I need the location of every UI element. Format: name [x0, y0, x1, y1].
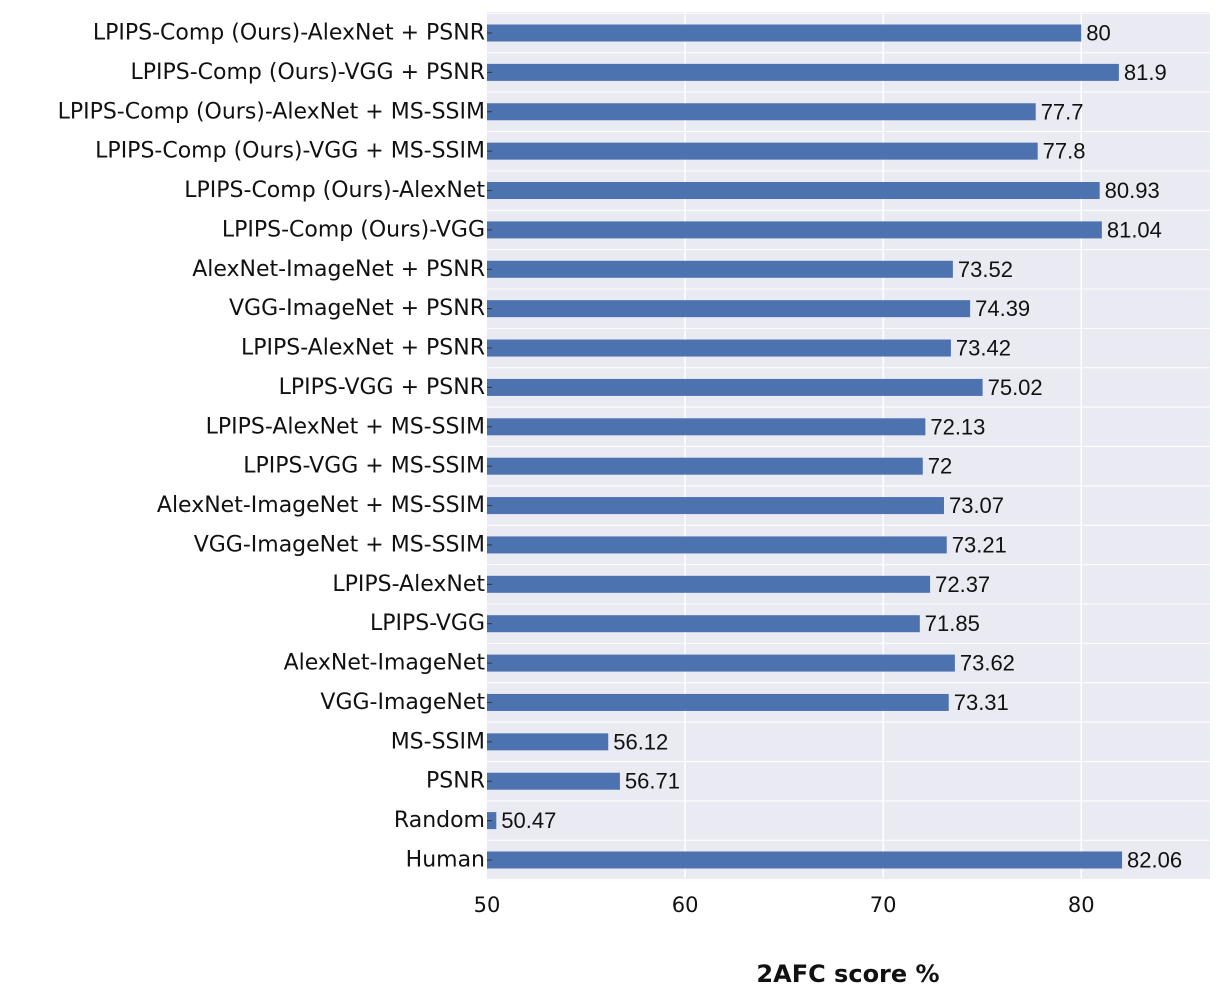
x-tick-label-50: 50 — [474, 893, 501, 917]
value-label-8: 73.42 — [956, 336, 1011, 361]
category-label-18: MS-SSIM — [391, 729, 485, 754]
value-label-6: 73.52 — [958, 257, 1013, 282]
bar-0 — [487, 24, 1082, 42]
bar-12 — [487, 497, 944, 515]
bar-8 — [487, 339, 951, 357]
value-label-2: 77.7 — [1041, 99, 1084, 124]
bar-2 — [487, 103, 1036, 121]
value-label-18: 56.12 — [613, 729, 668, 754]
category-label-17: VGG-ImageNet — [320, 690, 485, 715]
bar-21 — [487, 851, 1123, 869]
category-label-14: LPIPS-AlexNet — [332, 572, 485, 597]
bar-7 — [487, 300, 971, 318]
value-label-3: 77.8 — [1043, 139, 1086, 164]
bar-16 — [487, 654, 955, 672]
value-label-19: 56.71 — [625, 769, 680, 794]
value-label-21: 82.06 — [1127, 847, 1182, 872]
category-label-15: LPIPS-VGG — [370, 611, 485, 636]
bar-19 — [487, 772, 620, 790]
bar-9 — [487, 378, 983, 396]
category-label-6: AlexNet-ImageNet + PSNR — [192, 257, 485, 282]
x-tick-label-60: 60 — [672, 893, 699, 917]
value-label-7: 74.39 — [975, 296, 1030, 321]
bar-6 — [487, 260, 953, 278]
grid-lines — [487, 12, 1210, 879]
value-label-17: 73.31 — [954, 690, 1009, 715]
value-label-4: 80.93 — [1105, 178, 1160, 203]
value-label-1: 81.9 — [1124, 60, 1167, 85]
category-label-0: LPIPS-Comp (Ours)-AlexNet + PSNR — [93, 21, 485, 46]
bar-1 — [487, 63, 1119, 81]
bar-11 — [487, 457, 923, 475]
category-label-10: LPIPS-AlexNet + MS-SSIM — [206, 414, 485, 439]
value-label-15: 71.85 — [925, 611, 980, 636]
x-tick-label-80: 80 — [1068, 893, 1095, 917]
bar-15 — [487, 615, 920, 633]
category-label-20: Random — [394, 808, 485, 833]
category-label-16: AlexNet-ImageNet — [284, 651, 486, 676]
bar-10 — [487, 418, 926, 436]
x-tick-label-70: 70 — [870, 893, 897, 917]
category-label-7: VGG-ImageNet + PSNR — [229, 296, 485, 321]
bar-5 — [487, 221, 1102, 239]
value-labels: 80 81.9 77.7 77.8 80.93 81.04 73.52 74.39 73.42 7… — [501, 21, 1182, 873]
category-label-19: PSNR — [426, 769, 485, 794]
category-label-9: LPIPS-VGG + PSNR — [279, 375, 485, 400]
category-label-5: LPIPS-Comp (Ours)-VGG — [222, 217, 485, 242]
bar-4 — [487, 182, 1100, 200]
bar-18 — [487, 733, 609, 751]
category-label-13: VGG-ImageNet + MS-SSIM — [194, 532, 485, 557]
value-label-14: 72.37 — [935, 572, 990, 597]
value-label-16: 73.62 — [960, 651, 1015, 676]
value-label-20: 50.47 — [501, 808, 556, 833]
x-axis-title: 2AFC score % — [756, 960, 939, 988]
category-label-12: AlexNet-ImageNet + MS-SSIM — [157, 493, 485, 518]
value-label-13: 73.21 — [952, 532, 1007, 557]
category-labels: LPIPS-Comp (Ours)-AlexNet + PSNR LPIPS-Co… — [58, 21, 486, 873]
value-label-11: 72 — [928, 454, 952, 479]
bar-17 — [487, 693, 949, 711]
value-label-10: 72.13 — [930, 414, 985, 439]
category-label-11: LPIPS-VGG + MS-SSIM — [243, 454, 485, 479]
bars — [487, 24, 1123, 869]
bar-14 — [487, 575, 931, 593]
x-axis-ticks: 50 60 70 80 — [474, 893, 1095, 917]
value-label-9: 75.02 — [988, 375, 1043, 400]
bar-3 — [487, 142, 1038, 160]
category-label-3: LPIPS-Comp (Ours)-VGG + MS-SSIM — [95, 139, 485, 164]
category-label-2: LPIPS-Comp (Ours)-AlexNet + MS-SSIM — [58, 99, 485, 124]
value-label-0: 80 — [1086, 21, 1110, 46]
value-label-12: 73.07 — [949, 493, 1004, 518]
bar-13 — [487, 536, 947, 554]
category-label-1: LPIPS-Comp (Ours)-VGG + PSNR — [130, 60, 485, 85]
category-label-4: LPIPS-Comp (Ours)-AlexNet — [184, 178, 485, 203]
category-label-8: LPIPS-AlexNet + PSNR — [241, 336, 485, 361]
value-label-5: 81.04 — [1107, 217, 1162, 242]
category-label-21: Human — [406, 847, 485, 872]
